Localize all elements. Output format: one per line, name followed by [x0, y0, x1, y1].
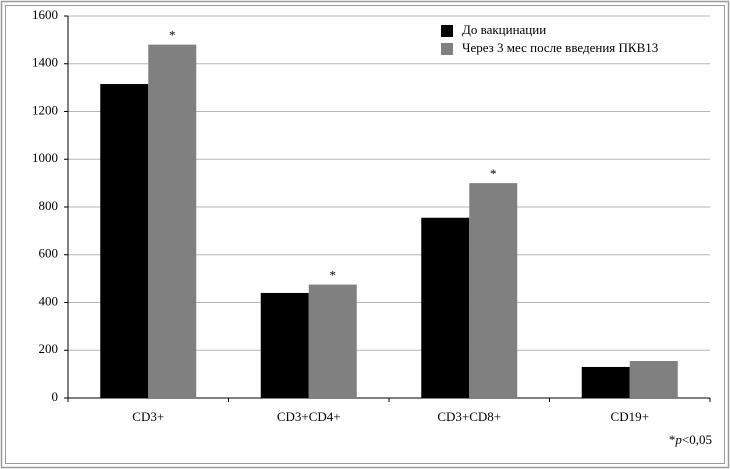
y-tick-label: 1200	[32, 102, 58, 117]
y-tick-label: 200	[39, 341, 59, 356]
footnote-star: *	[669, 432, 676, 447]
bar	[581, 366, 630, 398]
y-tick-label: 1600	[32, 7, 58, 22]
y-tick-label: 1000	[32, 150, 58, 165]
y-tick-label: 0	[52, 389, 59, 404]
y-tick-label: 400	[39, 293, 59, 308]
x-tick-label: CD3+	[132, 409, 164, 424]
bar	[260, 292, 309, 398]
bar	[629, 360, 678, 398]
legend-swatch	[441, 25, 453, 37]
bar	[469, 183, 518, 398]
footnote-p: p	[674, 432, 682, 447]
significance-mark: *	[330, 268, 337, 283]
significance-mark: *	[490, 166, 497, 181]
inner-frame	[5, 5, 725, 464]
bar	[421, 217, 470, 398]
y-tick-label: 800	[39, 198, 59, 213]
y-tick-label: 1400	[32, 55, 58, 70]
bar	[308, 284, 357, 398]
x-tick-label: CD3+CD8+	[437, 409, 501, 424]
x-tick-label: CD19+	[611, 409, 649, 424]
significance-mark: *	[169, 28, 176, 43]
footnote: *p<0,05	[669, 432, 712, 447]
y-tick-label: 600	[39, 246, 59, 261]
footnote-text: <0,05	[682, 432, 712, 447]
x-tick-label: CD3+CD4+	[277, 409, 341, 424]
legend-swatch	[441, 43, 453, 55]
legend-label: Через 3 мес после введения ПКВ13	[462, 40, 658, 55]
bar	[148, 44, 197, 399]
bar	[100, 84, 149, 398]
legend-label: До вакцинации	[462, 22, 546, 37]
